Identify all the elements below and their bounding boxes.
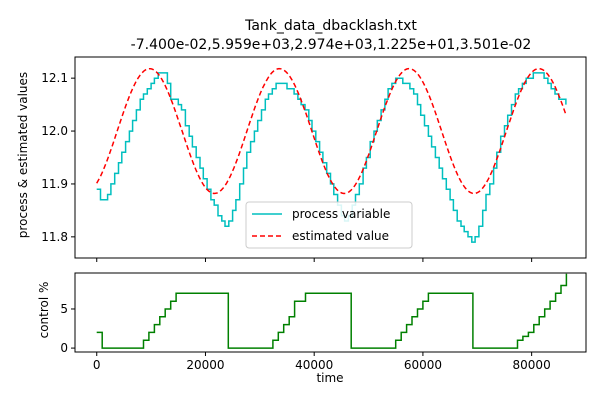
top-plot-area: 11.8 11.9 12.0 12.1	[41, 56, 587, 262]
chart-subtitle: -7.400e-02,5.959e+03,2.974e+03,1.225e+01…	[131, 37, 532, 53]
bottom-plot-frame	[74, 272, 587, 353]
bottom-xtick-label: 20000	[186, 358, 224, 372]
legend-box	[245, 201, 413, 249]
bottom-xtick-label: 80000	[513, 358, 551, 372]
series-control	[96, 273, 568, 349]
legend-label-process: process variable	[292, 207, 390, 221]
bottom-ylabel: control %	[37, 282, 51, 339]
series-process-variable	[96, 72, 567, 243]
top-ytick-label: 12.0	[41, 124, 68, 138]
bottom-xtick-label: 0	[93, 358, 101, 372]
bottom-plot-area: 0 5 0 20000 40000 60000 80000	[60, 272, 587, 372]
top-ytick-label: 12.1	[41, 71, 68, 85]
top-ylabel: process & estimated values	[16, 72, 30, 238]
bottom-ytick-label: 0	[60, 341, 68, 355]
bottom-xtick-label: 40000	[295, 358, 333, 372]
top-plot-frame	[74, 56, 587, 259]
legend-label-estimated: estimated value	[292, 229, 389, 243]
top-ytick-label: 11.9	[41, 177, 68, 191]
bottom-xlabel: time	[316, 371, 343, 385]
series-estimated-value	[96, 67, 567, 195]
legend: process variable estimated value	[245, 201, 413, 249]
bottom-ytick-label: 5	[60, 302, 68, 316]
top-ytick-label: 11.8	[41, 230, 68, 244]
chart-title: Tank_data_dbacklash.txt	[244, 18, 417, 34]
bottom-xtick-label: 60000	[404, 358, 442, 372]
